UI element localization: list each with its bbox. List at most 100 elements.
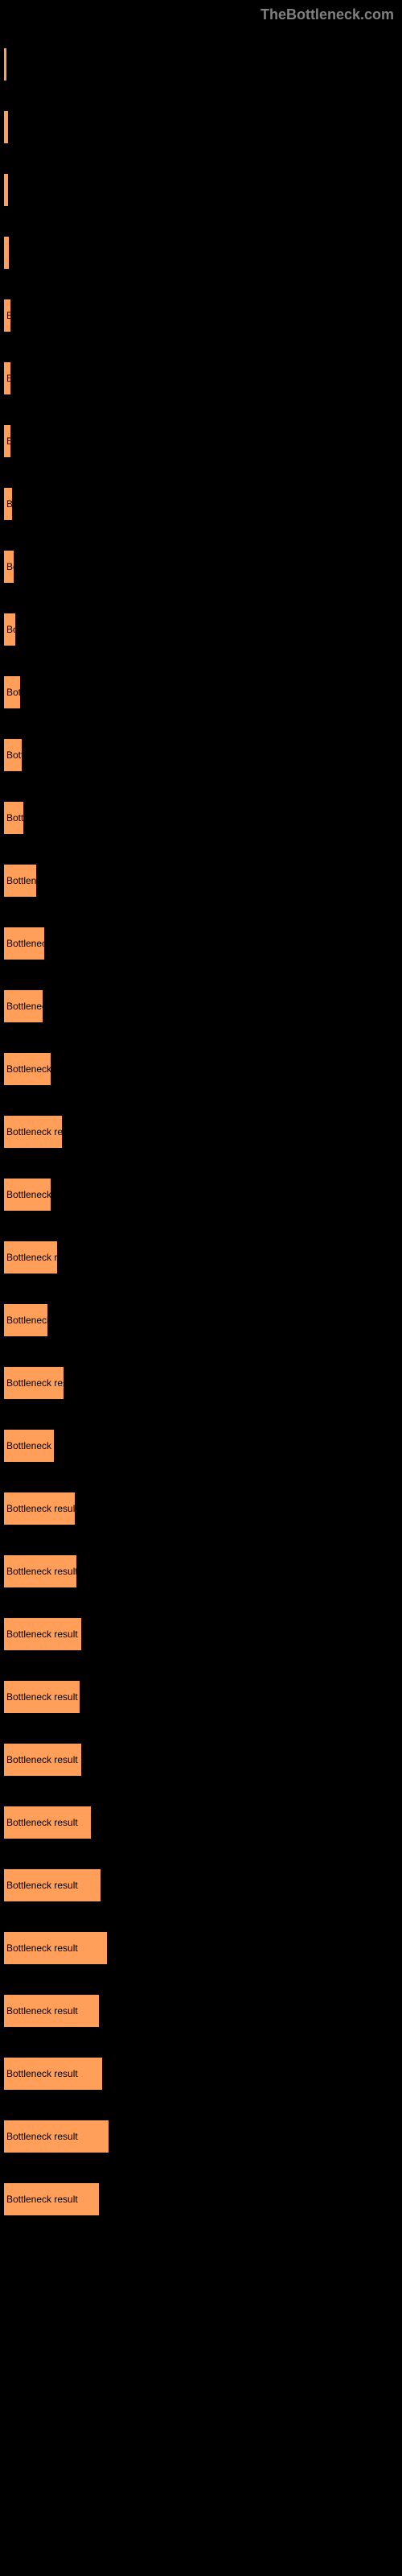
bar: B xyxy=(4,425,10,457)
bar: B xyxy=(4,299,10,332)
bar-wrapper: Bott xyxy=(4,739,402,771)
bar xyxy=(4,237,9,269)
bar: Bott xyxy=(4,739,22,771)
bar: B xyxy=(4,488,12,520)
bar-label: B xyxy=(6,373,10,384)
bar-label: Bottleneck result xyxy=(6,1880,78,1891)
bar: Bottleneck result xyxy=(4,1555,76,1587)
bar-wrapper xyxy=(4,111,402,143)
bar: Bottleneck result xyxy=(4,1492,75,1525)
bar-wrapper: Bottlenec xyxy=(4,865,402,897)
bar: Bottleneck result xyxy=(4,1367,64,1399)
bar-wrapper: Bottleneck resu xyxy=(4,1053,402,1085)
bar xyxy=(4,111,8,143)
bar-label: Bottleneck resu xyxy=(6,1189,51,1200)
bar: Bo xyxy=(4,613,15,646)
bar: Bottleneck result xyxy=(4,1744,81,1776)
bar-label: Bottl xyxy=(6,812,23,824)
bar-label: Bottleneck result xyxy=(6,1566,76,1577)
bar-chart: B B B B Bo Bo Bott Bott Bottl Bottlenec Bottleneck… xyxy=(0,0,402,2215)
watermark-text: TheBottleneck.com xyxy=(260,6,394,23)
bar-label: Bottleneck result xyxy=(6,2194,78,2205)
bar-wrapper: Bottleneck result xyxy=(4,2058,402,2090)
bar xyxy=(4,174,8,206)
bar-label: Bottleneck result xyxy=(6,2005,78,2017)
bar: Bottleneck result xyxy=(4,1116,62,1148)
bar-wrapper xyxy=(4,174,402,206)
bar-label: Bottleneck result xyxy=(6,1252,57,1263)
bar-wrapper: Bottleneck result xyxy=(4,1116,402,1148)
bar-label: B xyxy=(6,436,10,447)
bar: Bottleneck re xyxy=(4,1304,47,1336)
bar xyxy=(4,48,6,80)
bar-label: Bottleneck resu xyxy=(6,1440,54,1451)
bar: Bottleneck result xyxy=(4,2183,99,2215)
bar-label: Bottleneck res xyxy=(6,938,44,949)
bar: Bottleneck resu xyxy=(4,1179,51,1211)
bar: Bottl xyxy=(4,802,23,834)
bar-label: Bottleneck result xyxy=(6,1942,78,1954)
bar: Bottleneck result xyxy=(4,1681,80,1713)
bar-wrapper: Bottleneck result xyxy=(4,1241,402,1274)
bar-wrapper: Bo xyxy=(4,613,402,646)
bar-label: Bottleneck result xyxy=(6,1691,78,1703)
bar-label: Bottlenec xyxy=(6,875,36,886)
bar: Bottleneck result xyxy=(4,1932,107,1964)
bar-wrapper: Bottleneck re xyxy=(4,1304,402,1336)
bar-wrapper: Bottleneck result xyxy=(4,1492,402,1525)
bar: Bottleneck result xyxy=(4,1618,81,1650)
bar: Bottleneck result xyxy=(4,1806,91,1839)
bar-wrapper: B xyxy=(4,362,402,394)
bar-wrapper: Bottleneck result xyxy=(4,1869,402,1901)
bar-label: Bottleneck re xyxy=(6,1315,47,1326)
bar-label: Bottleneck result xyxy=(6,1817,78,1828)
bar: B xyxy=(4,362,10,394)
bar-label: Bottleneck result xyxy=(6,1629,78,1640)
bar: Bottleneck res xyxy=(4,927,44,960)
bar-wrapper: Bottleneck result xyxy=(4,2120,402,2153)
bar-label: Bottleneck result xyxy=(6,2068,78,2079)
bar-wrapper: Bottleneck result xyxy=(4,1367,402,1399)
bar: Bottleneck resu xyxy=(4,1053,51,1085)
bar-wrapper: B xyxy=(4,425,402,457)
bar-wrapper: Bott xyxy=(4,676,402,708)
bar: Bo xyxy=(4,551,14,583)
bar: Bottleneck xyxy=(4,990,43,1022)
bar-wrapper: Bottleneck result xyxy=(4,1806,402,1839)
bar-label: Bottleneck resu xyxy=(6,1063,51,1075)
bar-wrapper: Bottleneck resu xyxy=(4,1430,402,1462)
bar-wrapper: B xyxy=(4,488,402,520)
bar-label: Bo xyxy=(6,561,14,572)
bar: Bott xyxy=(4,676,20,708)
bar-wrapper: Bottl xyxy=(4,802,402,834)
bar-label: Bottleneck result xyxy=(6,1503,75,1514)
bar-label: B xyxy=(6,310,10,321)
bar: Bottleneck result xyxy=(4,1241,57,1274)
bar-wrapper: Bottleneck result xyxy=(4,1932,402,1964)
bar-label: Bott xyxy=(6,749,22,761)
bar-label: Bo xyxy=(6,624,15,635)
bar-label: Bottleneck result xyxy=(6,1126,62,1137)
bar: Bottlenec xyxy=(4,865,36,897)
bar: Bottleneck result xyxy=(4,1869,100,1901)
bar-label: Bottleneck result xyxy=(6,2131,78,2142)
bar-wrapper: Bottleneck resu xyxy=(4,1179,402,1211)
bar-wrapper: Bottleneck result xyxy=(4,1744,402,1776)
bar: Bottleneck result xyxy=(4,1995,99,2027)
bar-wrapper: Bottleneck res xyxy=(4,927,402,960)
bar-wrapper: Bottleneck result xyxy=(4,1995,402,2027)
bar-wrapper: B xyxy=(4,299,402,332)
bar-wrapper: Bottleneck xyxy=(4,990,402,1022)
bar-wrapper: Bottleneck result xyxy=(4,1618,402,1650)
bar-wrapper xyxy=(4,48,402,80)
bar-label: Bott xyxy=(6,687,20,698)
bar-wrapper xyxy=(4,237,402,269)
bar-wrapper: Bottleneck result xyxy=(4,1681,402,1713)
bar-wrapper: Bottleneck result xyxy=(4,1555,402,1587)
bar-wrapper: Bottleneck result xyxy=(4,2183,402,2215)
bar-wrapper: Bo xyxy=(4,551,402,583)
bar: Bottleneck result xyxy=(4,2120,109,2153)
bar: Bottleneck result xyxy=(4,2058,102,2090)
bar: Bottleneck resu xyxy=(4,1430,54,1462)
bar-label: Bottleneck result xyxy=(6,1754,78,1765)
